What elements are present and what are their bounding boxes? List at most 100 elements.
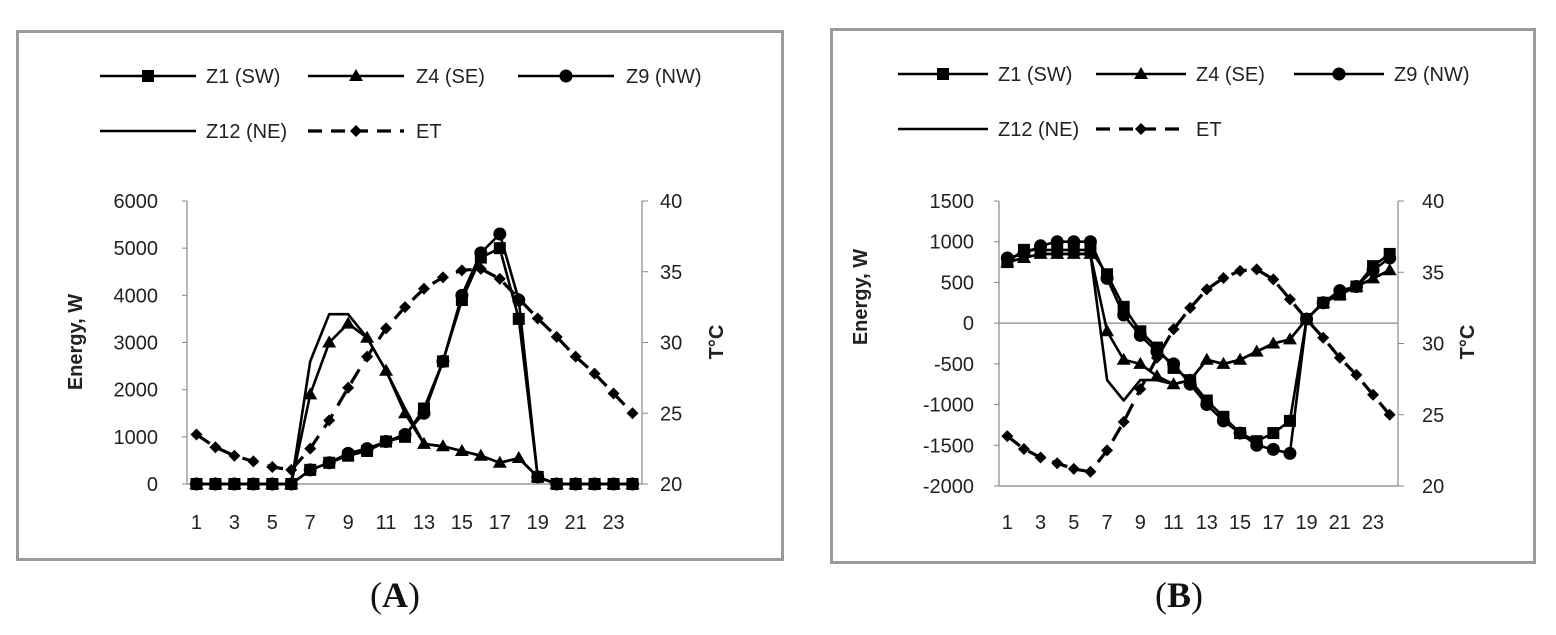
series-et <box>190 262 639 476</box>
data-point-z9-nw <box>1150 345 1164 359</box>
x-tick-label: 5 <box>1068 512 1079 534</box>
y-axis-title: Energy, W <box>65 294 87 390</box>
y-tick-label: 1500 <box>930 191 975 213</box>
y2-tick-label: 40 <box>660 191 682 213</box>
legend-label: Z9 (NW) <box>626 66 702 88</box>
y-tick-label: 4000 <box>114 285 159 307</box>
data-point-et <box>1234 264 1247 277</box>
y2-tick-label: 20 <box>660 474 682 496</box>
data-point-et <box>1150 351 1163 364</box>
legend-entry-z12-ne: Z12 (NE) <box>898 119 1079 141</box>
legend-label: ET <box>1196 119 1222 141</box>
data-point-et <box>493 272 506 285</box>
data-point-et <box>512 292 525 305</box>
data-point-z4-se <box>1149 369 1164 382</box>
legend-marker <box>1135 123 1147 135</box>
data-point-et <box>1383 408 1396 421</box>
data-point-et <box>1034 451 1047 464</box>
data-point-z9-nw <box>1000 251 1014 265</box>
x-tick-label: 15 <box>451 512 473 534</box>
data-point-z4-se <box>322 335 337 348</box>
data-point-z1-sw <box>1267 427 1280 440</box>
legend-label: Z9 (NW) <box>1394 64 1470 86</box>
data-point-z9-nw <box>455 288 469 302</box>
data-point-z9-nw <box>626 477 640 491</box>
y2-tick-label: 30 <box>1422 334 1444 356</box>
series-z9-nw <box>189 227 640 491</box>
data-point-z9-nw <box>1100 271 1114 285</box>
data-point-et <box>455 264 468 277</box>
legend-marker <box>142 70 154 82</box>
data-point-z4-se <box>1100 324 1115 337</box>
data-point-z9-nw <box>341 446 355 460</box>
series-z9-nw <box>1000 235 1397 460</box>
legend-entry-et: ET <box>1096 119 1222 141</box>
data-point-z4-se <box>341 316 356 329</box>
data-point-et <box>626 407 639 420</box>
data-point-z9-nw <box>493 227 507 241</box>
data-point-et <box>1367 388 1380 401</box>
data-point-et <box>1317 331 1330 344</box>
legend-entry-z4-se: Z4 (SE) <box>1096 64 1265 86</box>
data-point-et <box>247 455 260 468</box>
data-point-et <box>1283 293 1296 306</box>
series-z1-sw <box>190 242 639 490</box>
legend-entry-z9-nw: Z9 (NW) <box>518 66 702 88</box>
x-tick-label: 3 <box>229 512 240 534</box>
data-point-z9-nw <box>474 246 488 260</box>
y2-axis-title: T°C <box>706 325 728 360</box>
x-tick-label: 19 <box>1295 512 1317 534</box>
legend-marker <box>1134 67 1148 79</box>
y2-tick-label: 25 <box>1422 405 1444 427</box>
legend-marker <box>937 68 949 80</box>
data-point-et <box>607 387 620 400</box>
x-tick-label: 11 <box>376 512 397 534</box>
data-point-z9-nw <box>1233 426 1247 440</box>
data-point-z9-nw <box>1216 414 1230 428</box>
data-point-z9-nw <box>417 406 431 420</box>
data-point-et <box>323 414 336 427</box>
legend-entry-z1-sw: Z1 (SW) <box>100 66 280 88</box>
data-point-et <box>1051 457 1064 470</box>
y-tick-label: -2000 <box>923 476 974 498</box>
data-point-z9-nw <box>360 442 374 456</box>
data-point-z9-nw <box>1133 328 1147 342</box>
legend-entry-z1-sw: Z1 (SW) <box>898 64 1072 86</box>
legend-label: ET <box>416 121 442 143</box>
x-tick-label: 7 <box>305 512 316 534</box>
data-point-z9-nw <box>1067 235 1081 249</box>
legend-label: Z1 (SW) <box>998 64 1072 86</box>
series-line-z1-sw <box>1006 248 1391 443</box>
x-tick-label: 17 <box>1262 512 1284 534</box>
data-point-et <box>1217 271 1230 284</box>
legend-marker <box>1332 67 1346 81</box>
y-tick-label: 1000 <box>930 232 975 254</box>
y-tick-label: 0 <box>963 313 974 335</box>
series-z1-sw <box>1001 243 1396 448</box>
data-point-z9-nw <box>379 435 393 449</box>
data-point-z9-nw <box>436 354 450 368</box>
data-point-et <box>1067 462 1080 475</box>
x-tick-label: 17 <box>489 512 511 534</box>
data-point-et <box>1167 323 1180 336</box>
data-point-et <box>436 271 449 284</box>
data-point-et <box>228 449 241 462</box>
data-point-z1-sw <box>512 312 525 325</box>
data-point-et <box>342 381 355 394</box>
series-line-z4-se <box>1006 252 1391 386</box>
data-point-et <box>569 350 582 363</box>
data-point-et <box>266 461 279 474</box>
data-point-z9-nw <box>1283 446 1297 460</box>
y-tick-label: -500 <box>934 354 974 376</box>
y-tick-label: 5000 <box>114 238 159 260</box>
y-tick-label: -1500 <box>923 435 974 457</box>
data-point-z9-nw <box>1366 263 1380 277</box>
x-tick-label: 5 <box>267 512 278 534</box>
data-point-z9-nw <box>1266 442 1280 456</box>
x-tick-label: 1 <box>191 512 202 534</box>
data-point-et <box>380 322 393 335</box>
data-point-et <box>1017 442 1030 455</box>
legend-label: Z12 (NE) <box>998 119 1079 141</box>
panel-label-b: (B) <box>1155 575 1204 615</box>
